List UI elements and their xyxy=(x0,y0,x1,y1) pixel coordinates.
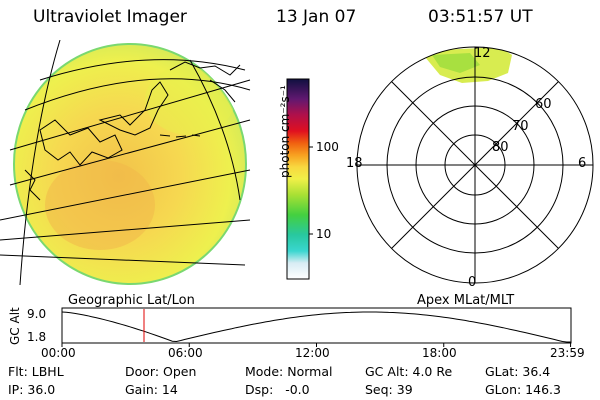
status-door: Door: Open xyxy=(125,364,197,379)
mlat-label-70: 70 xyxy=(512,119,529,134)
orbit-altitude-plot xyxy=(61,307,572,347)
status-mode: Mode: Normal xyxy=(245,364,333,379)
observation-time: 03:51:57 UT xyxy=(428,7,533,27)
apex-map-title: Apex MLat/MLT xyxy=(417,293,515,308)
status-seq: Seq: 39 xyxy=(365,382,413,397)
mlat-label-80: 80 xyxy=(492,140,509,155)
lat-lon-grid xyxy=(0,40,251,286)
orbit-x-tick-2359: 23:59 xyxy=(550,346,585,360)
orbit-x-tick-1200: 12:00 xyxy=(295,346,330,360)
status-gain: Gain: 14 xyxy=(125,382,178,397)
status-glat: GLat: 36.4 xyxy=(485,364,551,379)
status-ip: IP: 36.0 xyxy=(8,382,56,397)
mlt-label-0: 0 xyxy=(468,275,477,290)
status-filter: Flt: LBHL xyxy=(8,364,64,379)
colorbar-tick-100: 100 xyxy=(316,140,339,154)
orbit-x-tick-0000: 00:00 xyxy=(41,346,76,360)
mlat-label-60: 60 xyxy=(535,97,552,112)
colorbar-tick-10: 10 xyxy=(316,227,332,241)
observation-date: 13 Jan 07 xyxy=(276,7,357,27)
status-dsp: Dsp: -0.0 xyxy=(245,382,310,397)
status-gc-alt: GC Alt: 4.0 Re xyxy=(365,364,453,379)
orbit-y-tick-max: 9.0 xyxy=(27,307,47,321)
coastlines xyxy=(24,61,241,201)
orbit-x-tick-0600: 06:00 xyxy=(168,346,203,360)
orbit-y-tick-min: 1.8 xyxy=(27,330,47,344)
mlt-label-18: 18 xyxy=(346,156,363,171)
colorbar-unit-label: photon cm⁻²s⁻¹ xyxy=(278,85,292,178)
mlt-label-6: 6 xyxy=(578,156,587,171)
polar-mlat-mlt-plot xyxy=(356,46,594,284)
instrument-title: Ultraviolet Imager xyxy=(33,7,187,27)
mlt-label-12: 12 xyxy=(474,46,491,61)
geographic-map-title: Geographic Lat/Lon xyxy=(68,293,195,308)
orbit-altitude-curve xyxy=(61,311,571,343)
orbit-x-tick-1800: 18:00 xyxy=(422,346,457,360)
status-glon: GLon: 146.3 xyxy=(485,382,561,397)
colorbar xyxy=(286,78,313,280)
geographic-uv-image xyxy=(0,40,251,286)
